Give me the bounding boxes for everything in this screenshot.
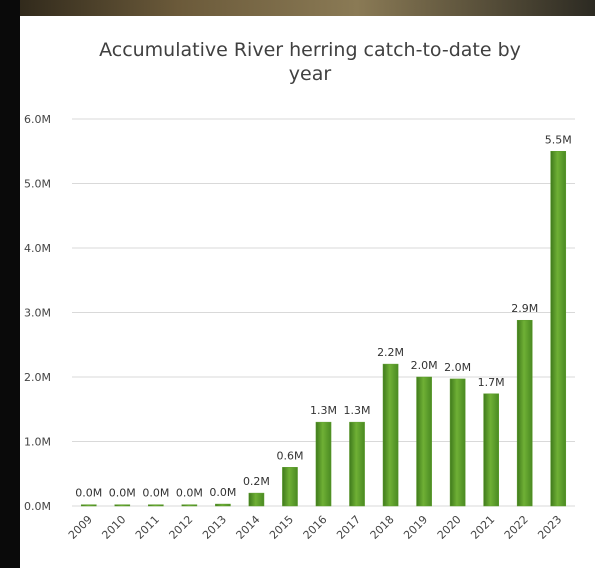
dark-edge xyxy=(0,0,20,568)
x-tick-label: 2015 xyxy=(267,513,296,542)
x-tick-label: 2013 xyxy=(200,513,229,542)
bar xyxy=(349,421,365,507)
data-label: 0.0M xyxy=(176,487,203,500)
bar xyxy=(449,378,466,507)
bar xyxy=(382,363,399,507)
x-tick-label: 2021 xyxy=(468,513,497,542)
chart-title: Accumulative River herring catch-to-date… xyxy=(99,39,521,85)
data-label: 2.0M xyxy=(444,361,471,374)
bar xyxy=(148,504,164,507)
photo-strip xyxy=(0,0,595,16)
data-label: 2.9M xyxy=(511,302,538,315)
y-tick-label: 6.0M xyxy=(24,113,51,126)
x-tick-label: 2014 xyxy=(234,513,263,542)
bar xyxy=(80,504,97,507)
data-label: 2.2M xyxy=(377,346,404,359)
bar xyxy=(516,319,533,507)
data-label: 2.0M xyxy=(411,359,438,372)
data-label: 1.3M xyxy=(310,404,337,417)
bar xyxy=(550,151,567,507)
data-label: 0.0M xyxy=(75,487,102,500)
bar xyxy=(416,376,432,507)
bar xyxy=(282,467,298,507)
data-label: 0.2M xyxy=(243,475,270,488)
y-tick-label: 4.0M xyxy=(24,242,51,255)
bar xyxy=(248,492,265,507)
y-tick-label: 3.0M xyxy=(24,307,51,320)
bar xyxy=(114,504,131,507)
data-label: 1.7M xyxy=(478,376,505,389)
x-tick-label: 2022 xyxy=(502,513,531,542)
bar xyxy=(483,393,499,507)
x-tick-label: 2010 xyxy=(99,513,128,542)
x-tick-label: 2018 xyxy=(368,513,397,542)
data-label: 5.5M xyxy=(545,133,572,146)
x-tick-label: 2012 xyxy=(166,513,195,542)
x-tick-label: 2011 xyxy=(133,513,162,542)
x-tick-label: 2017 xyxy=(334,513,363,542)
x-tick-label: 2023 xyxy=(535,513,564,542)
x-tick-label: 2020 xyxy=(435,513,464,542)
data-label: 0.6M xyxy=(276,449,303,462)
bar xyxy=(181,504,198,507)
bar xyxy=(215,503,231,507)
x-tick-label: 2016 xyxy=(301,513,330,542)
data-label: 0.0M xyxy=(209,486,236,499)
plot-area: 0.0M 1.0M 2.0M 3.0M 4.0M 5.0M 6.0M 2009 0.0M 2010… xyxy=(24,113,575,542)
y-tick-label: 2.0M xyxy=(24,371,51,384)
data-label: 0.0M xyxy=(142,487,169,500)
x-tick-label: 2019 xyxy=(401,513,430,542)
bar xyxy=(315,421,332,507)
y-tick-label: 5.0M xyxy=(24,178,51,191)
y-tick-label: 0.0M xyxy=(24,500,51,513)
y-tick-label: 1.0M xyxy=(24,436,51,449)
data-label: 1.3M xyxy=(344,404,371,417)
x-tick-label: 2009 xyxy=(66,513,95,542)
data-label: 0.0M xyxy=(109,487,136,500)
